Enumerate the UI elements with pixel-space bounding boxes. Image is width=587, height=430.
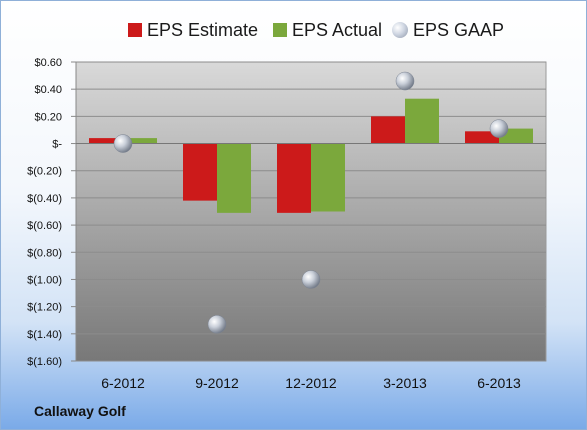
legend-swatch-actual — [273, 23, 287, 37]
y-tick-label: $(1.60) — [27, 356, 62, 368]
y-tick-label: $(1.40) — [27, 329, 62, 341]
x-tick-label: 9-2012 — [195, 375, 239, 391]
company-name: Callaway Golf — [34, 403, 126, 419]
x-tick-label: 6-2013 — [477, 375, 521, 391]
legend-item-eps-gaap: EPS GAAP — [392, 17, 504, 43]
y-tick-label: $(0.20) — [27, 166, 62, 178]
y-tick-label: $(0.40) — [27, 193, 62, 205]
y-tick-label: $(0.80) — [27, 247, 62, 259]
point-eps-gaap — [395, 71, 415, 91]
legend-label-actual: EPS Actual — [292, 19, 383, 40]
y-tick-label: $0.60 — [34, 57, 62, 69]
bar-eps-actual — [217, 143, 251, 213]
legend-item-eps-actual: EPS Actual — [273, 17, 382, 43]
bar-eps-actual — [405, 98, 439, 144]
bar-eps-estimate — [183, 143, 217, 201]
bar-eps-estimate — [277, 143, 311, 213]
legend: EPS Estimate EPS Actual EPS GAAP — [1, 17, 586, 43]
y-tick-label: $(0.60) — [27, 220, 62, 232]
y-tick-label: $- — [52, 139, 62, 151]
legend-item-eps-estimate: EPS Estimate — [128, 17, 258, 43]
bar-eps-estimate — [371, 116, 405, 144]
y-tick-label: $(1.20) — [27, 302, 62, 314]
bar-eps-estimate — [89, 138, 123, 144]
y-tick-label: $(1.00) — [27, 274, 62, 286]
legend-label-gaap: EPS GAAP — [413, 19, 505, 40]
bar-eps-actual — [311, 143, 345, 212]
bar-eps-actual — [123, 138, 157, 144]
bar-eps-estimate — [465, 131, 499, 144]
point-eps-gaap — [301, 270, 321, 289]
y-tick-label: $0.40 — [34, 84, 62, 96]
x-tick-label: 12-2012 — [285, 375, 337, 391]
legend-swatch-estimate — [128, 23, 142, 37]
y-tick-label: $0.20 — [34, 111, 62, 123]
legend-label-estimate: EPS Estimate — [147, 19, 259, 40]
point-eps-gaap — [113, 134, 133, 153]
legend-marker-gaap — [392, 22, 408, 38]
x-tick-label: 3-2013 — [383, 375, 427, 391]
x-tick-label: 6-2012 — [101, 375, 145, 391]
point-eps-gaap — [207, 315, 227, 334]
bar-eps-actual — [499, 128, 533, 144]
point-eps-gaap — [489, 119, 509, 138]
